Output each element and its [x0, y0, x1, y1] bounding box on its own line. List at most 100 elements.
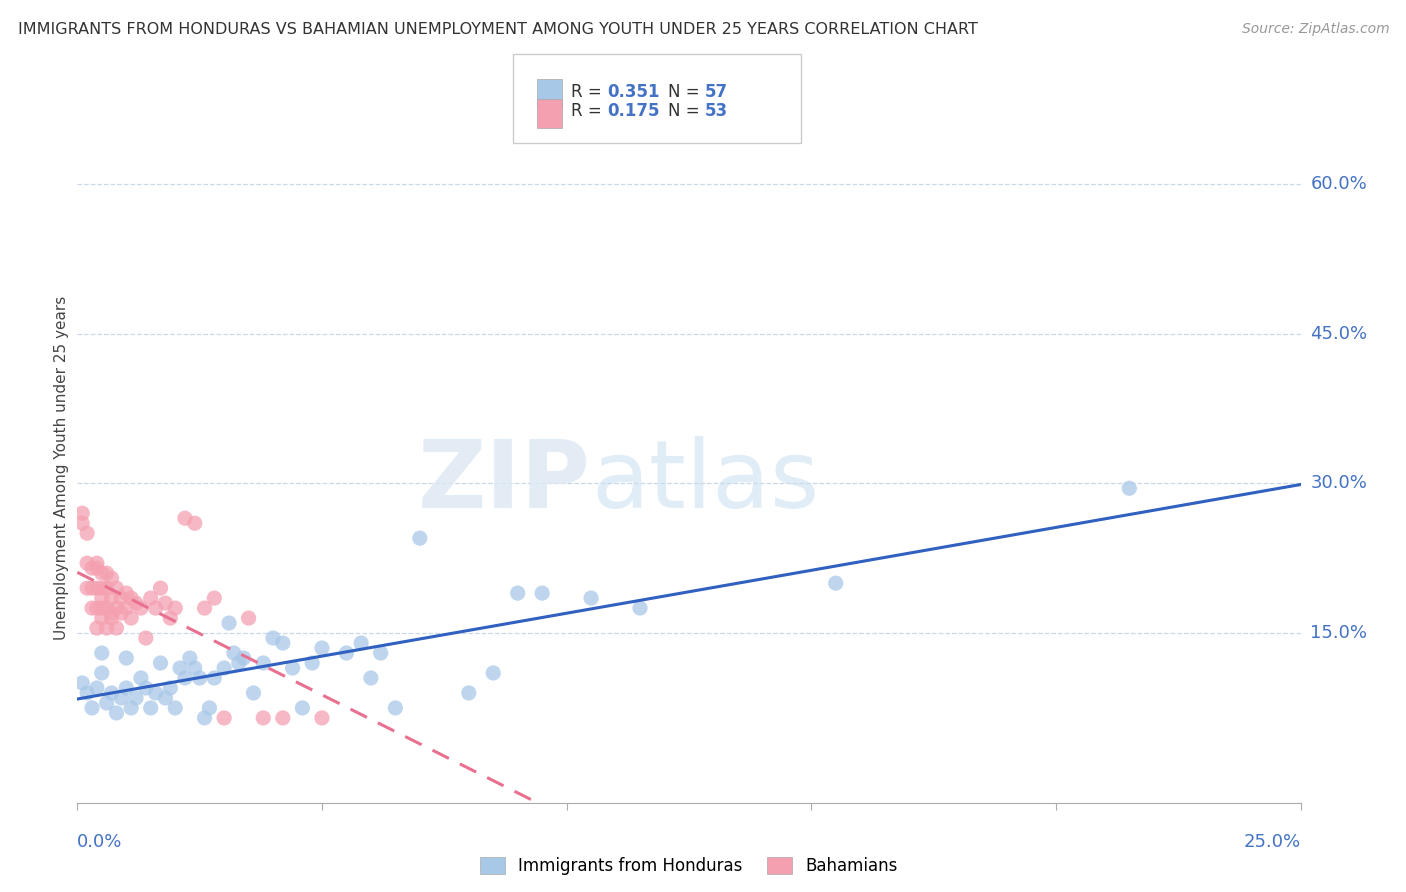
- Point: [155, 690, 177, 705]
- Point: [482, 665, 505, 680]
- Point: [184, 516, 207, 531]
- Point: [165, 701, 187, 715]
- Text: 25.0%: 25.0%: [1243, 833, 1301, 851]
- Point: [506, 586, 529, 600]
- Point: [76, 581, 98, 595]
- Point: [159, 611, 181, 625]
- Text: atlas: atlas: [591, 435, 820, 528]
- Point: [86, 621, 108, 635]
- Text: 15.0%: 15.0%: [1310, 624, 1368, 642]
- Point: [100, 611, 122, 625]
- Point: [218, 616, 240, 631]
- Point: [90, 611, 112, 625]
- Point: [457, 686, 479, 700]
- Point: [86, 601, 108, 615]
- Point: [120, 701, 142, 715]
- Point: [139, 591, 162, 606]
- Point: [90, 665, 112, 680]
- Point: [86, 581, 108, 595]
- Point: [86, 561, 108, 575]
- Point: [360, 671, 382, 685]
- Point: [80, 601, 103, 615]
- Text: 0.0%: 0.0%: [77, 833, 122, 851]
- Point: [80, 561, 103, 575]
- Point: [135, 681, 157, 695]
- Text: R =: R =: [571, 83, 607, 101]
- Point: [184, 661, 207, 675]
- Point: [76, 686, 98, 700]
- Point: [159, 681, 181, 695]
- Point: [579, 591, 602, 606]
- Point: [174, 671, 197, 685]
- Point: [129, 671, 152, 685]
- Point: [100, 686, 122, 700]
- Point: [115, 651, 138, 665]
- Point: [139, 701, 162, 715]
- Point: [90, 581, 112, 595]
- Point: [149, 656, 172, 670]
- Text: Source: ZipAtlas.com: Source: ZipAtlas.com: [1241, 22, 1389, 37]
- Point: [125, 596, 148, 610]
- Point: [174, 511, 197, 525]
- Text: 53: 53: [704, 103, 727, 120]
- Point: [198, 701, 221, 715]
- Point: [105, 601, 128, 615]
- Point: [242, 686, 264, 700]
- Point: [115, 681, 138, 695]
- Point: [155, 596, 177, 610]
- Point: [212, 711, 235, 725]
- Point: [90, 601, 112, 615]
- Point: [291, 701, 314, 715]
- Point: [76, 556, 98, 570]
- Point: [165, 601, 187, 615]
- Y-axis label: Unemployment Among Youth under 25 years: Unemployment Among Youth under 25 years: [53, 296, 69, 640]
- Point: [90, 591, 112, 606]
- Point: [149, 581, 172, 595]
- Point: [100, 606, 122, 620]
- Point: [350, 636, 373, 650]
- Point: [1118, 481, 1140, 495]
- Point: [370, 646, 392, 660]
- Point: [105, 706, 128, 720]
- Point: [96, 621, 118, 635]
- Point: [179, 651, 201, 665]
- Point: [262, 631, 284, 645]
- Point: [193, 711, 215, 725]
- Point: [96, 581, 118, 595]
- Point: [252, 656, 274, 670]
- Point: [110, 606, 132, 620]
- Point: [311, 711, 333, 725]
- Point: [76, 526, 98, 541]
- Point: [115, 601, 138, 615]
- Point: [96, 601, 118, 615]
- Point: [252, 711, 274, 725]
- Text: N =: N =: [668, 103, 704, 120]
- Point: [110, 591, 132, 606]
- Point: [86, 556, 108, 570]
- Point: [96, 566, 118, 581]
- Point: [70, 506, 93, 520]
- Text: 0.351: 0.351: [607, 83, 659, 101]
- Text: N =: N =: [668, 83, 704, 101]
- Point: [281, 661, 304, 675]
- Point: [125, 690, 148, 705]
- Point: [110, 690, 132, 705]
- Text: 0.175: 0.175: [607, 103, 659, 120]
- Point: [100, 591, 122, 606]
- Point: [105, 621, 128, 635]
- Point: [105, 581, 128, 595]
- Point: [202, 591, 225, 606]
- Point: [169, 661, 191, 675]
- Text: 60.0%: 60.0%: [1310, 175, 1367, 193]
- Legend: Immigrants from Honduras, Bahamians: Immigrants from Honduras, Bahamians: [472, 850, 905, 881]
- Point: [90, 646, 112, 660]
- Point: [409, 531, 432, 545]
- Text: 30.0%: 30.0%: [1310, 475, 1367, 492]
- Point: [202, 671, 225, 685]
- Point: [100, 571, 122, 585]
- Text: 45.0%: 45.0%: [1310, 325, 1368, 343]
- Point: [301, 656, 323, 670]
- Point: [70, 676, 93, 690]
- Point: [70, 516, 93, 531]
- Point: [228, 656, 250, 670]
